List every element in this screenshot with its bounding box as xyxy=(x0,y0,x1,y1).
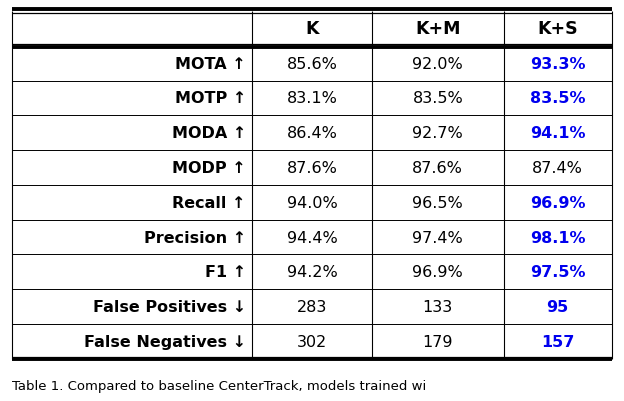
Text: MODP ↑: MODP ↑ xyxy=(172,161,246,176)
Text: 96.9%: 96.9% xyxy=(530,195,585,210)
Text: 86.4%: 86.4% xyxy=(286,126,338,141)
Text: K: K xyxy=(305,20,319,38)
Text: 96.5%: 96.5% xyxy=(412,195,463,210)
Text: 87.4%: 87.4% xyxy=(532,161,583,176)
Text: 302: 302 xyxy=(297,334,327,349)
Text: 92.7%: 92.7% xyxy=(412,126,463,141)
Text: 283: 283 xyxy=(297,300,327,314)
Text: 83.5%: 83.5% xyxy=(530,91,585,106)
Text: 94.4%: 94.4% xyxy=(286,230,338,245)
Text: 95: 95 xyxy=(547,300,568,314)
Text: MODA ↑: MODA ↑ xyxy=(172,126,246,141)
Text: 83.5%: 83.5% xyxy=(412,91,463,106)
Text: 93.3%: 93.3% xyxy=(530,57,585,71)
Text: 96.9%: 96.9% xyxy=(412,265,463,279)
Text: 157: 157 xyxy=(541,334,574,349)
Text: F1 ↑: F1 ↑ xyxy=(205,265,246,279)
Text: 87.6%: 87.6% xyxy=(412,161,463,176)
Text: 94.2%: 94.2% xyxy=(286,265,338,279)
Text: Precision ↑: Precision ↑ xyxy=(144,230,246,245)
Text: 179: 179 xyxy=(422,334,453,349)
Text: 97.4%: 97.4% xyxy=(412,230,463,245)
Text: 97.5%: 97.5% xyxy=(530,265,585,279)
Text: False Negatives ↓: False Negatives ↓ xyxy=(84,334,246,349)
Text: K+M: K+M xyxy=(415,20,461,38)
Text: 85.6%: 85.6% xyxy=(286,57,338,71)
Text: MOTA ↑: MOTA ↑ xyxy=(175,57,246,71)
Text: False Positives ↓: False Positives ↓ xyxy=(93,300,246,314)
Text: K+S: K+S xyxy=(537,20,578,38)
Text: Recall ↑: Recall ↑ xyxy=(172,195,246,210)
Text: 94.1%: 94.1% xyxy=(530,126,585,141)
Text: 98.1%: 98.1% xyxy=(530,230,585,245)
Text: Table 1. Compared to baseline CenterTrack, models trained wi: Table 1. Compared to baseline CenterTrac… xyxy=(12,379,427,392)
Text: 94.0%: 94.0% xyxy=(286,195,338,210)
Text: MOTP ↑: MOTP ↑ xyxy=(175,91,246,106)
Text: 83.1%: 83.1% xyxy=(286,91,338,106)
Text: 92.0%: 92.0% xyxy=(412,57,463,71)
Text: 133: 133 xyxy=(422,300,453,314)
Text: 87.6%: 87.6% xyxy=(286,161,338,176)
